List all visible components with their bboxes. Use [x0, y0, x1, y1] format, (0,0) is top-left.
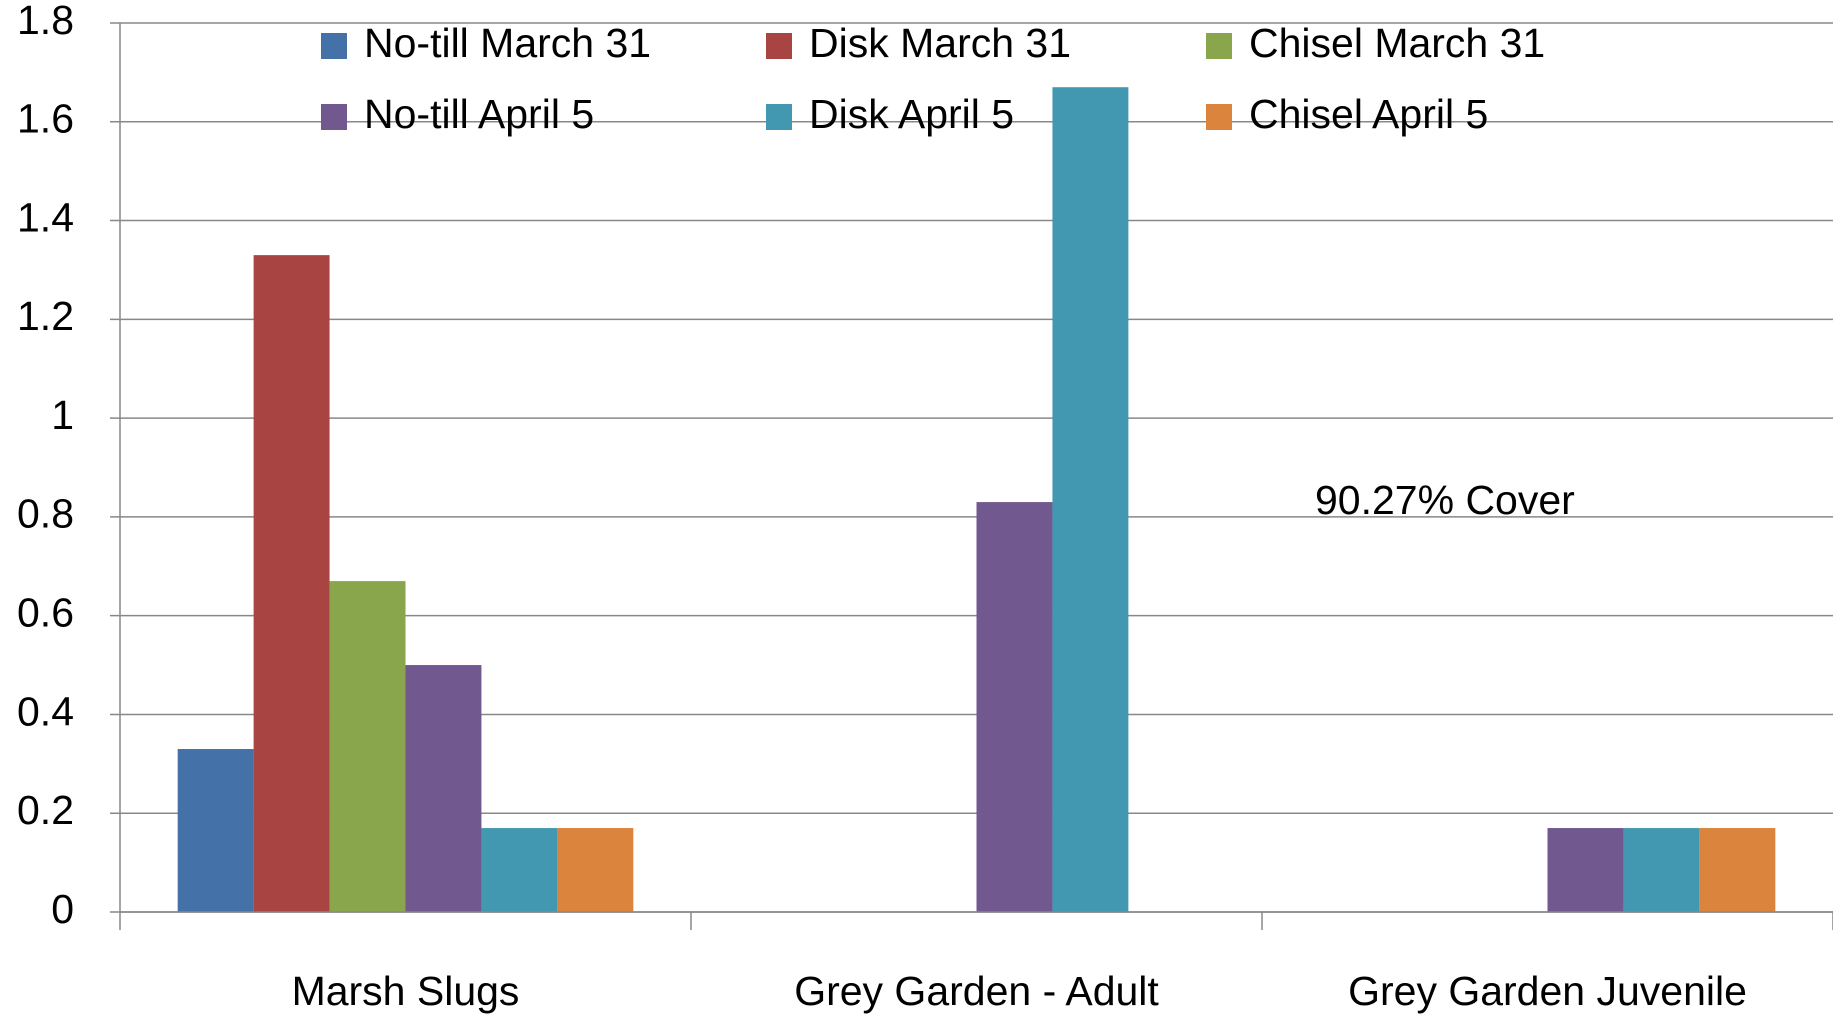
- y-tick-label: 1.6: [17, 96, 74, 142]
- legend-swatch: [766, 33, 792, 59]
- y-tick-label: 0.4: [17, 688, 74, 734]
- bar: [1699, 828, 1776, 912]
- x-tick-label: Grey Garden Juvenile: [1348, 968, 1747, 1014]
- annotation: 90.27% Cover: [1315, 477, 1575, 523]
- legend-swatch: [321, 104, 347, 130]
- legend-label: No-till April 5: [364, 91, 594, 137]
- y-tick-label: 1.2: [17, 293, 74, 339]
- legend-swatch: [766, 104, 792, 130]
- legend-swatch: [321, 33, 347, 59]
- legend-label: Disk April 5: [809, 91, 1014, 137]
- bar: [557, 828, 634, 912]
- y-tick-label: 1.4: [17, 194, 74, 240]
- y-tick-label: 0: [51, 886, 74, 932]
- legend-label: Chisel April 5: [1249, 91, 1488, 137]
- bar: [1623, 828, 1700, 912]
- bar: [481, 828, 558, 912]
- x-tick-label: Marsh Slugs: [292, 968, 520, 1014]
- bar: [1052, 87, 1129, 912]
- legend-swatch: [1206, 104, 1232, 130]
- bar: [976, 502, 1053, 912]
- y-tick-label: 0.6: [17, 589, 74, 635]
- legend-label: No-till March 31: [364, 20, 651, 66]
- y-tick-label: 0.2: [17, 787, 74, 833]
- y-tick-label: 1: [51, 392, 74, 438]
- x-tick-label: Grey Garden - Adult: [794, 968, 1159, 1014]
- y-tick-label: 1.8: [17, 0, 74, 43]
- bar: [329, 581, 406, 912]
- y-tick-label: 0.8: [17, 491, 74, 537]
- bar: [253, 255, 330, 912]
- bar: [405, 665, 482, 912]
- legend-label: Disk March 31: [809, 20, 1071, 66]
- legend-label: Chisel March 31: [1249, 20, 1545, 66]
- legend-swatch: [1206, 33, 1232, 59]
- bar: [177, 749, 254, 912]
- bar: [1547, 828, 1624, 912]
